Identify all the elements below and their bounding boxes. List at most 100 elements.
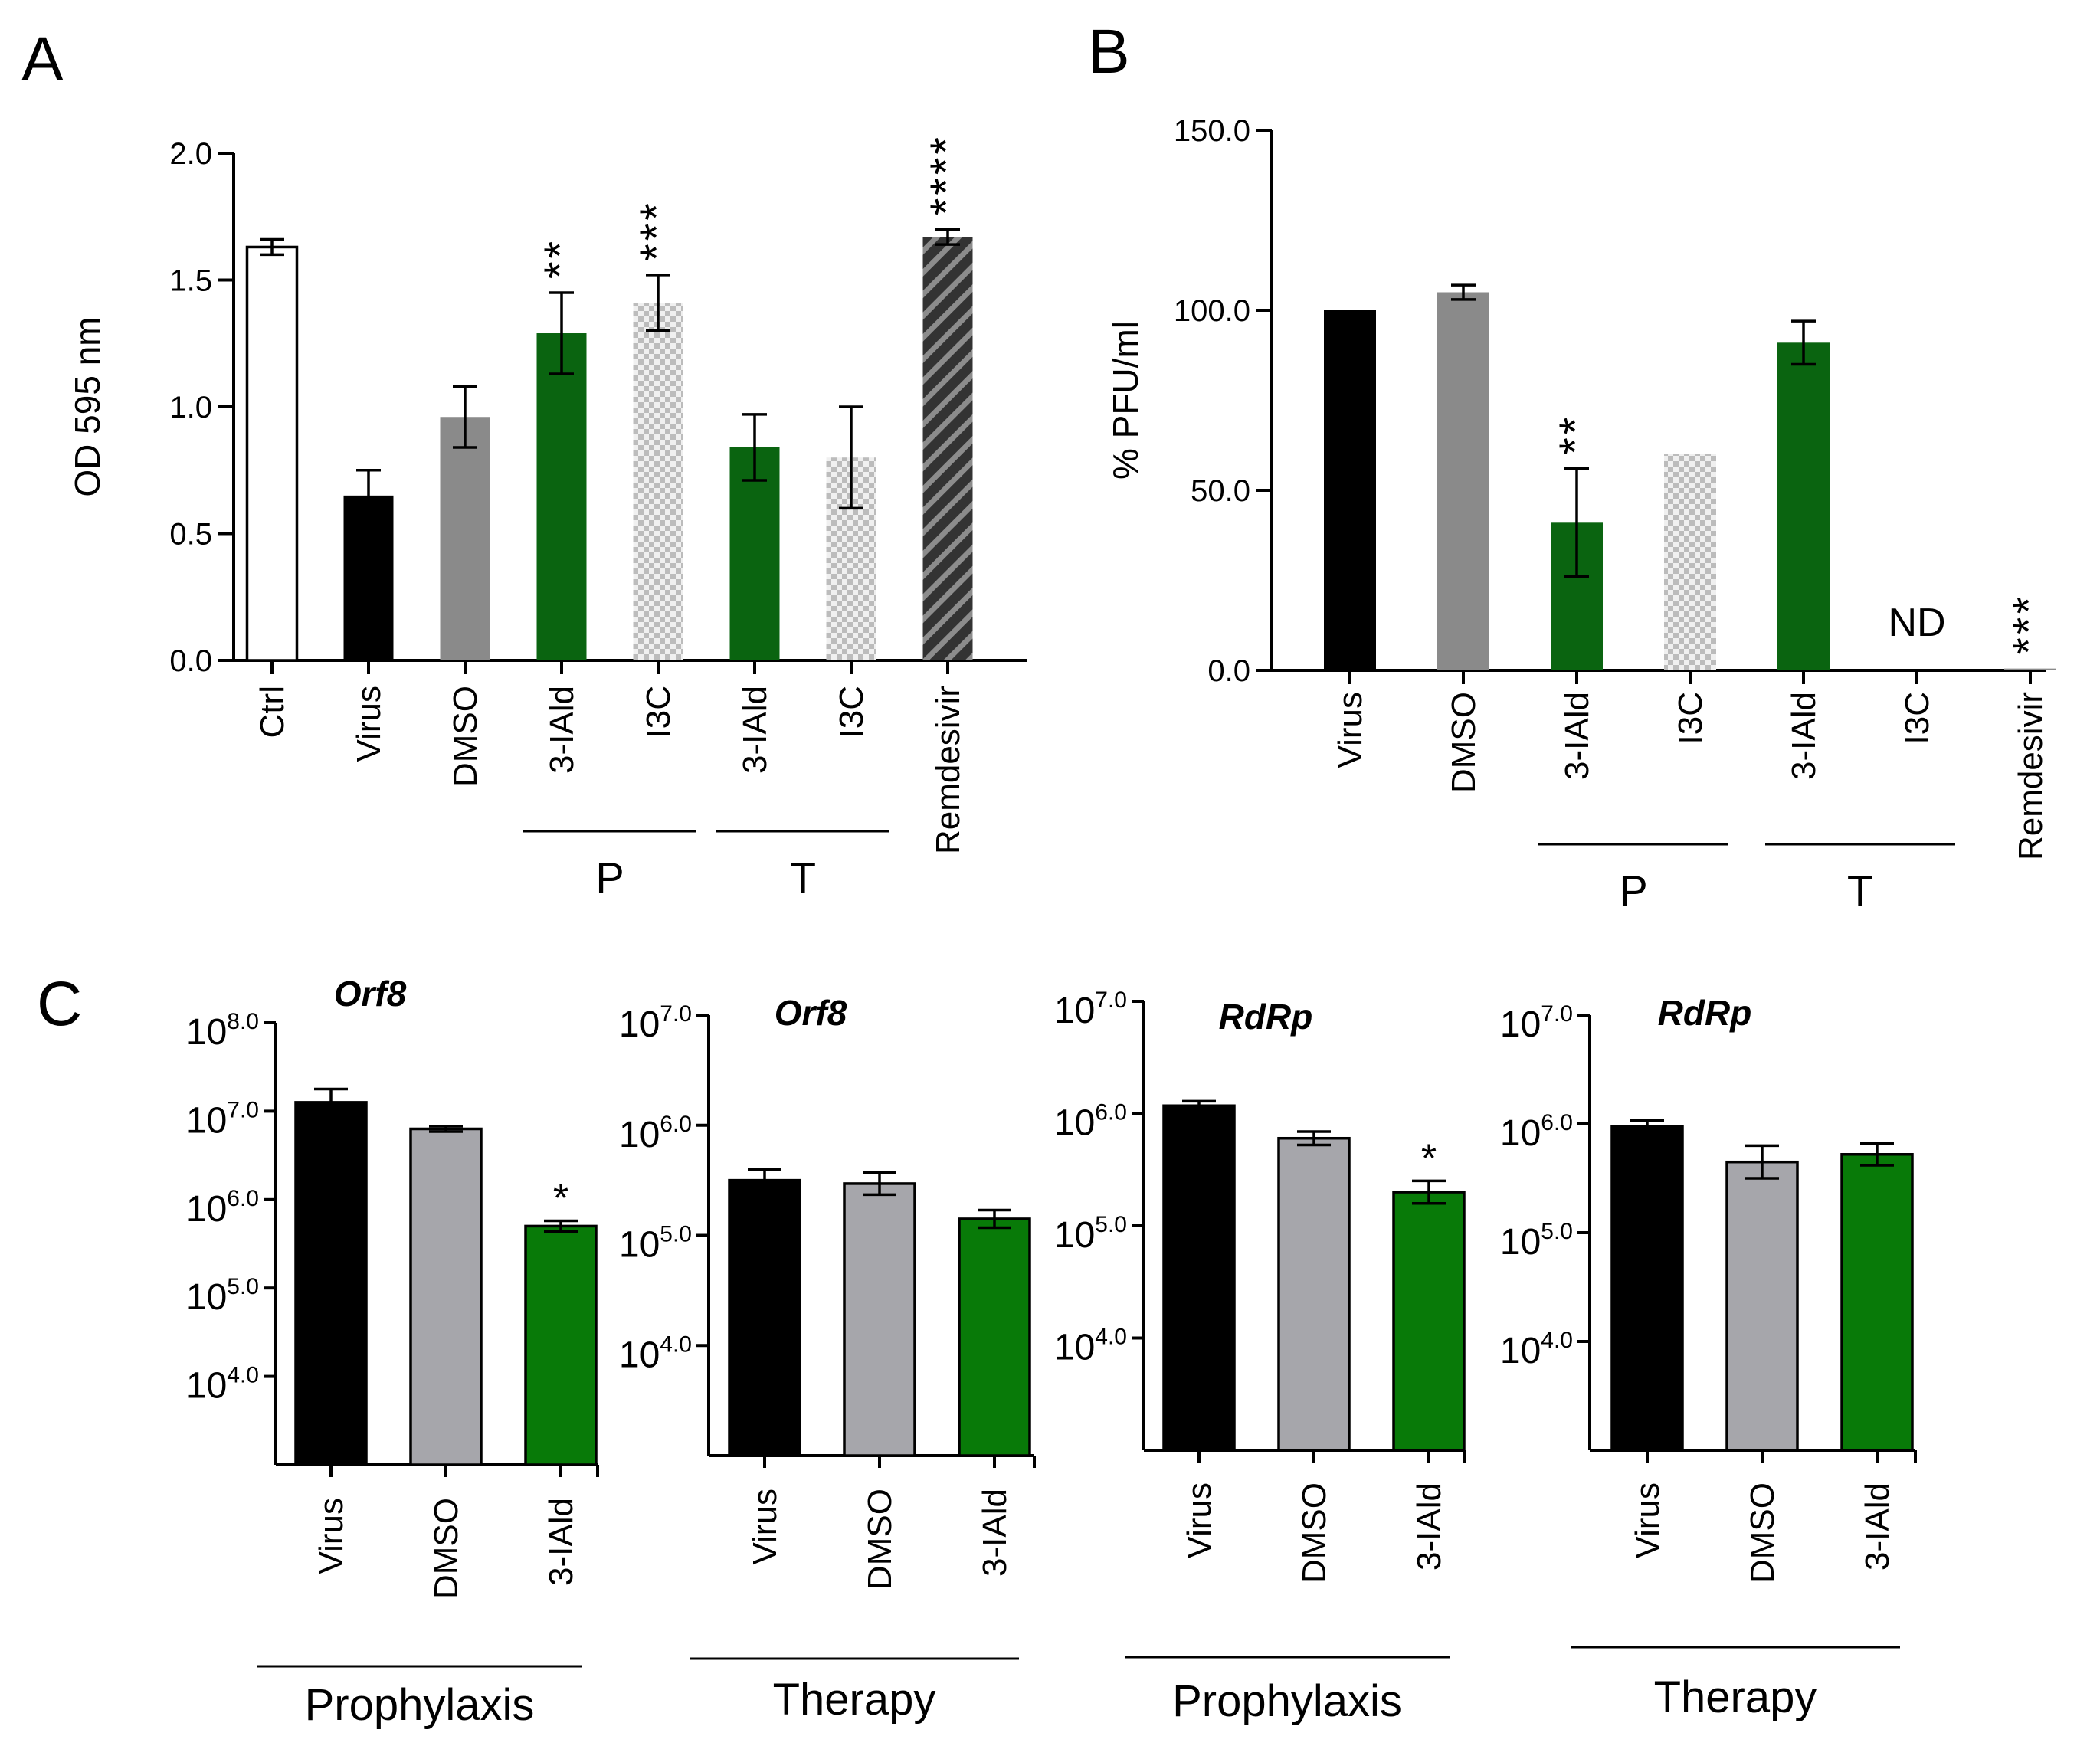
y-tick-base: 10 [619,1115,660,1155]
group-label-p: P [595,853,624,902]
bar-virus [728,1178,801,1457]
chart-title: Orf8 [334,974,407,1014]
y-tick-base: 10 [1500,1222,1541,1263]
category-label-3-iald: 3-IAld [1410,1482,1448,1571]
bar-remdesivir [2004,668,2056,670]
y-tick-exponent: 7.0 [1541,1001,1573,1027]
y-tick-label: 104.0 [1500,1328,1573,1371]
bar-virus [343,495,394,660]
y-tick-label: 2.0 [169,137,212,171]
y-tick-exponent: 7.0 [1095,988,1127,1013]
category-label-remdesivir: Remdesivir [2012,692,2049,860]
y-tick-label: 106.0 [186,1186,259,1230]
bar-dmso [1277,1136,1351,1452]
y-tick-exponent: 5.0 [1541,1219,1573,1244]
category-label-dmso: DMSO [1445,692,1482,793]
y-tick-exponent: 4.0 [227,1363,259,1388]
y-tick-label: 107.0 [619,1001,692,1045]
category-label-3-iald: 3-IAld [736,686,774,774]
significance-stars: **** [922,134,971,215]
significance-stars: ** [536,238,585,279]
bar-virus [294,1101,368,1466]
category-label-virus: Virus [746,1489,784,1564]
category-label-3-iald: 3-IAld [1558,692,1596,780]
y-tick-label: 107.0 [1054,988,1127,1031]
y-tick-label: 105.0 [186,1274,259,1318]
bar-ctrl [245,245,299,662]
significance-stars: *** [632,200,682,261]
category-label-dmso: DMSO [1744,1482,1781,1584]
category-label-virus: Virus [313,1498,350,1574]
bar-dmso [843,1182,916,1457]
y-tick-label: 0.0 [1207,654,1250,688]
category-label-virus: Virus [1629,1482,1666,1558]
y-tick-exponent: 7.0 [227,1097,259,1122]
y-tick-label: 1.5 [169,264,212,298]
bar-3-iald [1392,1191,1466,1452]
y-tick-label: 105.0 [619,1222,692,1266]
group-label-t: T [1847,866,1873,915]
y-tick-label: 0.0 [169,644,212,678]
y-tick-label: 104.0 [186,1363,259,1407]
y-tick-label: 50.0 [1191,474,1250,508]
group-label-prophylaxis: Prophylaxis [305,1680,535,1730]
category-label-virus: Virus [350,686,388,762]
y-tick-exponent: 5.0 [1095,1212,1127,1237]
category-label-remdesivir: Remdesivir [929,686,967,854]
category-label-virus: Virus [1181,1482,1218,1558]
bar-dmso [1437,292,1489,670]
panel-label-b: B [1088,17,1130,87]
y-tick-label: 104.0 [619,1332,692,1375]
significance-star: * [553,1176,568,1220]
y-tick-base: 10 [186,1189,227,1230]
y-tick-exponent: 4.0 [660,1332,692,1357]
y-tick-base: 10 [1054,1103,1095,1144]
category-label-i3c: I3C [640,686,677,738]
bar-virus [1610,1125,1684,1452]
category-label-ctrl: Ctrl [254,686,291,738]
significance-star: * [1421,1136,1437,1181]
not-detected-label: ND [1888,601,1945,645]
category-label-3-iald: 3-IAld [1859,1482,1896,1571]
y-tick-label: 107.0 [186,1097,259,1141]
y-tick-base: 10 [1500,1113,1541,1154]
chart-title: Orf8 [775,993,847,1033]
bar-3-iald [729,447,780,660]
category-label-dmso: DMSO [861,1489,899,1590]
y-tick-label: 105.0 [1500,1219,1573,1263]
category-label-3-iald: 3-IAld [1785,692,1823,780]
bar-dmso [409,1127,483,1466]
y-tick-label: 107.0 [1500,1001,1573,1045]
y-tick-label: 0.5 [169,518,212,552]
category-label-dmso: DMSO [428,1498,465,1599]
y-tick-exponent: 8.0 [227,1009,259,1034]
significance-stars: *** [2004,594,2054,655]
category-label-3-iald: 3-IAld [976,1489,1014,1577]
category-label-dmso: DMSO [1296,1482,1333,1584]
y-tick-exponent: 6.0 [1541,1110,1573,1135]
y-tick-exponent: 6.0 [227,1186,259,1211]
bar-3-iald [524,1224,598,1466]
group-label-therapy: Therapy [773,1675,936,1725]
bar-3-iald [536,333,587,660]
y-tick-exponent: 7.0 [660,1001,692,1027]
chart-title: RdRp [1219,997,1313,1037]
y-tick-exponent: 5.0 [660,1222,692,1247]
category-label-dmso: DMSO [447,686,484,787]
y-axis-label: OD 595 nm [67,316,107,496]
y-tick-base: 10 [186,1277,227,1318]
bar-remdesivir [922,237,973,661]
y-tick-label: 106.0 [619,1112,692,1155]
panel-b-chart: 0.0 50.0 100.0 150.0 % PFU/ml Virus DMSO ** 3-IA… [1106,114,2056,915]
category-label-3-iald: 3-IAld [542,1498,580,1586]
y-tick-base: 10 [186,1366,227,1407]
y-tick-exponent: 6.0 [660,1112,692,1137]
y-tick-label: 104.0 [1054,1325,1127,1368]
bar-dmso [440,417,490,660]
bar-i3c [633,303,683,660]
y-tick-label: 1.0 [169,391,212,424]
